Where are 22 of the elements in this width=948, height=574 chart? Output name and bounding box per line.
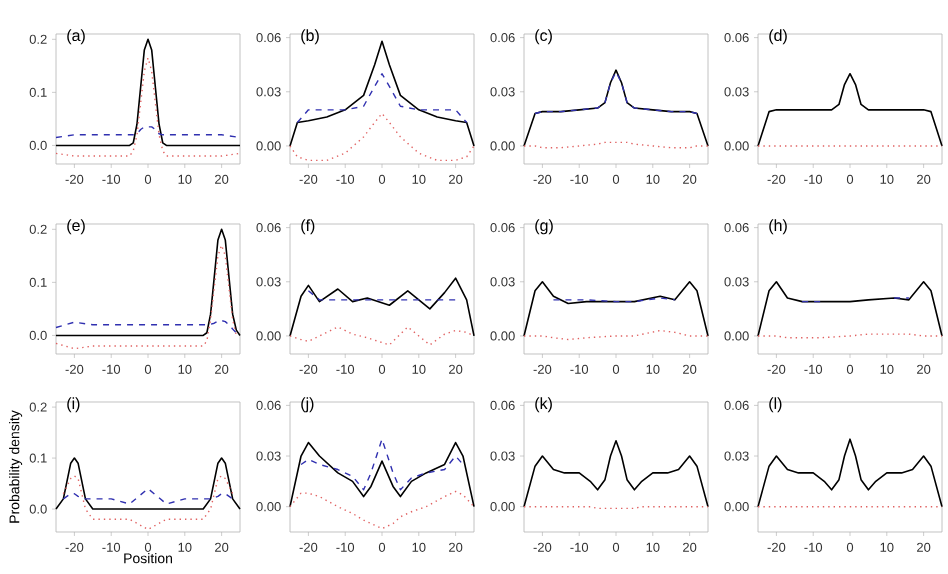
chart-title: (c): [535, 29, 552, 45]
chart-title: (e): [67, 219, 85, 235]
line-series: [523, 440, 709, 508]
chart-title: (i): [67, 397, 80, 413]
line-series: [289, 112, 475, 162]
line-series: [289, 277, 475, 337]
chart-title: (d): [769, 29, 787, 45]
chart-title: (h): [769, 219, 787, 235]
line-series: [289, 490, 475, 530]
line-series: [289, 441, 475, 508]
chart-title: (k): [535, 397, 552, 413]
line-series: [523, 69, 709, 147]
chart-title: (b): [301, 29, 319, 45]
line-series: [300, 438, 464, 491]
chart-title: (g): [535, 219, 553, 235]
chart-title: (a): [67, 29, 85, 45]
line-series: [289, 326, 475, 346]
chart-title: (f): [301, 219, 315, 235]
chart-title: (l): [769, 397, 782, 413]
chart-title: (j): [301, 397, 314, 413]
line-series: [534, 71, 698, 115]
line-series: [757, 438, 943, 508]
